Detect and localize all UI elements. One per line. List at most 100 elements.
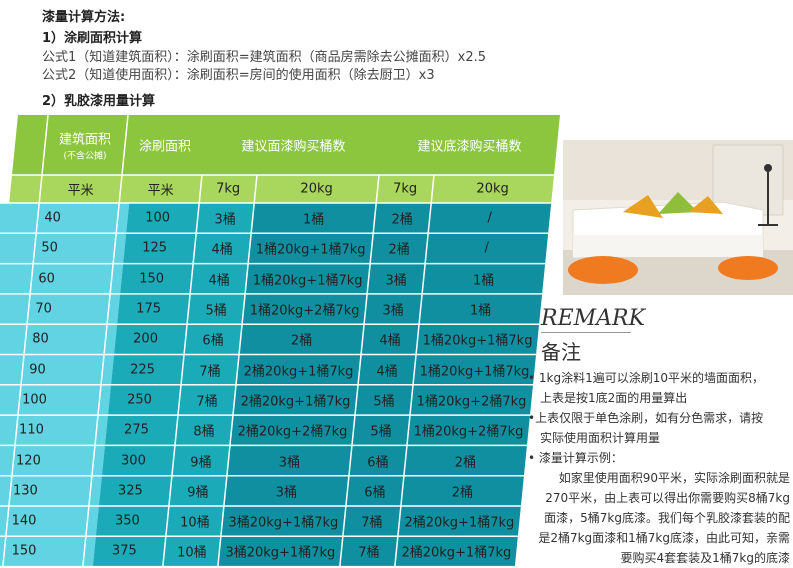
table-cell: 1桶20kg+2桶7kg [416, 394, 527, 410]
table-cell: 10桶 [180, 515, 210, 531]
row-band-mid [104, 415, 233, 446]
table-cell: 100 [22, 392, 47, 408]
row-band-mid [92, 536, 221, 567]
table-cell: 1桶 [472, 273, 495, 289]
header-top-coat: 建议面漆购买桶数 [241, 139, 346, 155]
grid-line [339, 174, 380, 567]
row-band-mid [98, 475, 227, 506]
table-cell: 7桶 [361, 515, 383, 531]
table-cell: 130 [12, 483, 38, 499]
row-band-deep [239, 324, 540, 355]
remark-note: •上表仅限于单色涂刷，如有分色需求，请按 [528, 411, 764, 425]
table-cell: 8桶 [193, 424, 215, 440]
table-cell: 2桶 [391, 212, 413, 228]
row-band-deep [236, 354, 537, 385]
table-cell: 175 [136, 301, 162, 317]
remark-subtitle: 备注 [541, 340, 581, 364]
table-cell: 150 [11, 543, 37, 559]
formula-1: 公式1（知道建筑面积）：涂刷面积=建筑面积（商品房需除去公摊面积）x2.5 [42, 50, 487, 65]
remark-note-line: 要购买4套套装及1桶7kg的底漆 [620, 551, 790, 565]
unit-cell: 7kg [393, 181, 418, 197]
remark-note-line: 如家里使用面积90平米，实际涂刷面积就是 [558, 471, 790, 485]
table-cell: 2桶 [388, 242, 410, 258]
table-cell: 120 [16, 453, 41, 469]
table-cell: 225 [130, 362, 155, 378]
grid-line [217, 174, 258, 567]
unit-band [9, 175, 554, 203]
row-band-mid [114, 324, 243, 355]
row-band-light [0, 384, 112, 416]
table-cell: 350 [114, 513, 140, 529]
row-band-light [0, 354, 115, 385]
header-base-coat: 建议底漆购买桶数 [417, 139, 522, 155]
row-band-light [0, 506, 99, 537]
table-cell: 70 [35, 301, 52, 317]
remark-note-line: 270平米，由上表可以得出你需要购买8桶7kg [545, 491, 790, 505]
table-cell: 40 [44, 210, 61, 226]
table-cell: 5桶 [373, 394, 395, 410]
page-heading: 漆量计算方法: [42, 10, 126, 25]
unit-cell: 平米 [147, 183, 174, 199]
grid-line [394, 174, 435, 567]
grid-line [82, 115, 129, 567]
table-cell: 100 [145, 210, 171, 226]
table-cell: 3桶 [275, 485, 298, 501]
header-band [12, 115, 560, 175]
table-cell: 60 [38, 271, 55, 287]
formula-2: 公式2（知道使用面积）：涂刷面积=房间的使用面积（除去厨卫）x3 [42, 68, 435, 83]
row-band-mid [107, 384, 237, 416]
living-room-photo [563, 140, 793, 295]
remark-note: • 1kg涂料1遍可以涂刷10平米的墙面面积， [528, 371, 764, 385]
grid-line [2, 115, 49, 567]
table-cell: 3桶 [214, 212, 236, 228]
table-cell: 7桶 [199, 364, 221, 380]
table-cell: 9桶 [187, 485, 209, 501]
table-cell: 5桶 [205, 303, 227, 319]
table-cell: 10桶 [177, 545, 207, 561]
table-cell: 2桶20kg+2桶7kg [237, 424, 348, 440]
unit-cell: 7kg [216, 181, 241, 197]
section2-title: 2）乳胶漆用量计算 [42, 94, 156, 109]
table-cell: 110 [19, 422, 44, 438]
remark-note-line: 实际使用面积计算用量 [540, 431, 661, 445]
row-band-light [0, 233, 127, 264]
row-band-light [0, 263, 124, 294]
row-band-deep [226, 445, 527, 476]
remark-notes: • 1kg涂料1遍可以涂刷10平米的墙面面积， 上表是按1底2面的用量算出 •上表仅… [522, 368, 790, 568]
row-band-light [0, 293, 121, 325]
table-cell: 90 [29, 362, 46, 378]
row-band-light [0, 203, 130, 234]
table-cell: 2桶20kg+1桶7kg [240, 394, 351, 410]
table-cell: 1桶20kg+1桶7kg [419, 364, 530, 380]
table-cell: 2桶 [451, 485, 474, 501]
table-cell: 1桶 [469, 303, 492, 319]
table-cell: 300 [121, 453, 146, 469]
remark-note-line: 面漆，5桶7kg底漆。我们每个乳胶漆套装的配 [544, 511, 790, 525]
table-cell: 3桶 [382, 303, 404, 319]
row-band-light [0, 415, 108, 446]
row-band-light [0, 475, 102, 506]
row-band-deep [220, 506, 521, 537]
table-cell: 3桶 [278, 455, 301, 471]
table-cell: 3桶 [385, 273, 407, 289]
row-band-mid [117, 293, 246, 325]
table-cell: 375 [111, 543, 137, 559]
table-cell: 2桶20kg+1桶7kg [243, 364, 354, 380]
row-band-deep [245, 263, 546, 294]
table-cell: 140 [11, 513, 37, 529]
table-cell: 250 [127, 392, 152, 408]
table-cell: 3桶20kg+1桶7kg [228, 515, 339, 531]
row-band-mid [111, 354, 240, 385]
row-band-mid [126, 203, 255, 234]
remark-note: • 漆量计算示例： [528, 451, 623, 465]
section1-title: 1）涂刷面积计算 [42, 31, 143, 46]
row-band-deep [229, 415, 530, 446]
unit-cell: 20kg [476, 181, 509, 197]
header-building-area: 建筑面积 [58, 132, 112, 148]
table-cell: 7桶 [196, 394, 218, 410]
row-band-light [0, 445, 105, 476]
table-cell: 7桶 [358, 545, 380, 561]
row-band-mid [95, 506, 224, 537]
header-paint-area: 涂刷面积 [138, 139, 192, 155]
table-cell: 4桶 [208, 273, 230, 289]
